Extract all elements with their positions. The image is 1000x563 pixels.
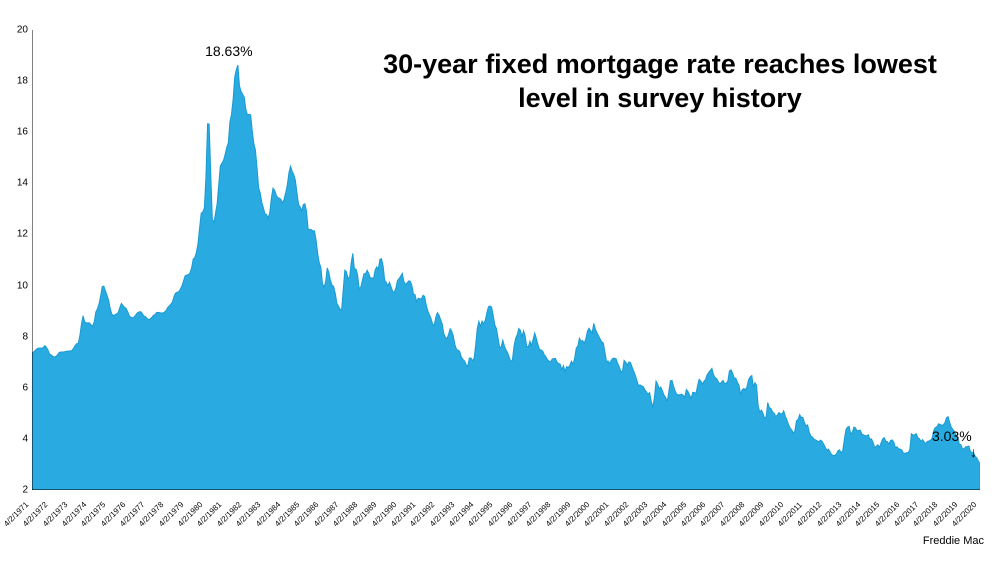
area-series xyxy=(32,65,980,490)
y-tick-label: 6 xyxy=(10,382,28,393)
y-tick-label: 20 xyxy=(10,25,28,36)
y-tick-label: 14 xyxy=(10,178,28,189)
y-tick-label: 18 xyxy=(10,76,28,87)
y-tick-label: 12 xyxy=(10,229,28,240)
y-tick-label: 10 xyxy=(10,280,28,291)
y-tick-label: 2 xyxy=(10,485,28,496)
source-credit: Freddie Mac xyxy=(923,535,984,547)
y-tick-label: 8 xyxy=(10,331,28,342)
chart-plot-area xyxy=(32,30,980,490)
mortgage-rate-chart: 30-year fixed mortgage rate reaches lowe… xyxy=(0,0,1000,563)
y-tick-label: 16 xyxy=(10,127,28,138)
y-tick-label: 4 xyxy=(10,433,28,444)
